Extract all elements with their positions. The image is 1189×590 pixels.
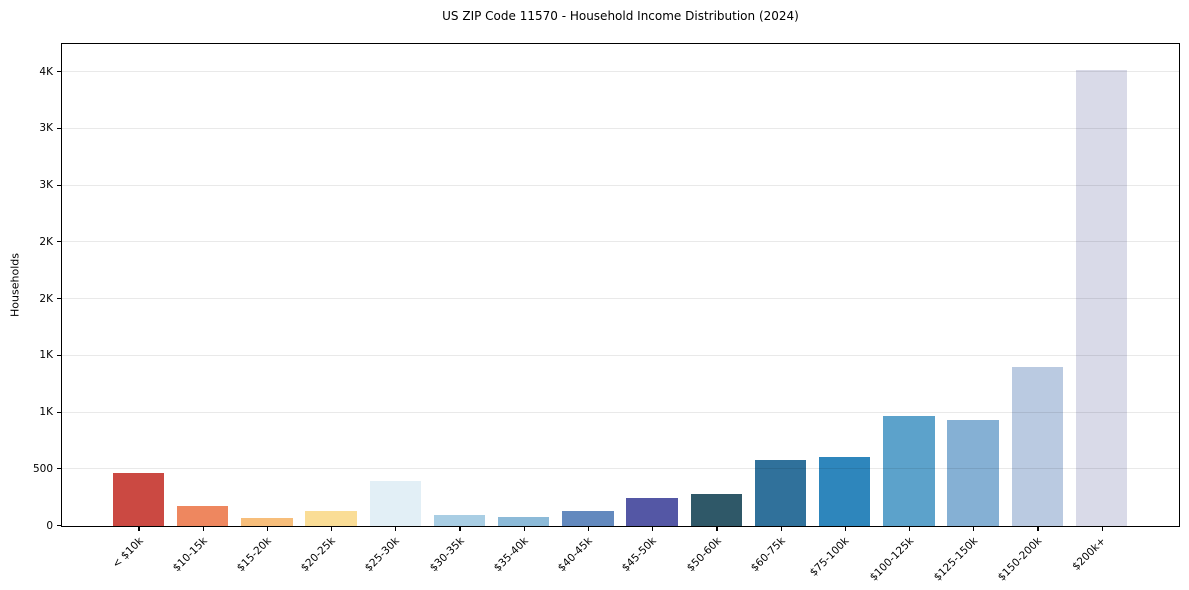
y-tick-mark	[56, 71, 61, 73]
bar--15-20k	[241, 518, 293, 526]
y-tick-mark	[56, 354, 61, 356]
y-tick-mark	[56, 127, 61, 129]
bar--100-125k	[883, 415, 935, 526]
x-tick-label: $20-25k	[298, 535, 339, 575]
y-tick-mark	[56, 468, 61, 470]
gridline-2000	[62, 298, 1179, 299]
bar--40-45k	[562, 511, 614, 526]
x-tick-mark	[331, 527, 333, 531]
bar--10-15k	[176, 506, 229, 526]
y-tick-label: 4K	[39, 65, 53, 78]
x-tick-label: $125-150k	[931, 535, 981, 584]
bar--20-25k	[305, 510, 357, 526]
y-tick-label: 0	[46, 519, 53, 532]
y-tick-label: 1K	[39, 406, 53, 418]
x-tick-mark	[1037, 527, 1039, 531]
x-tick-label: $150-200k	[995, 535, 1045, 584]
x-tick-label: $200k+	[1070, 535, 1109, 573]
x-tick-label: < $10k	[109, 535, 146, 571]
bar--25-30k	[369, 480, 421, 526]
y-axis-label: Households	[8, 253, 22, 317]
bar--60-75k	[754, 459, 807, 526]
x-tick-label: $30-35k	[427, 535, 467, 575]
y-tick-label: 500	[32, 462, 53, 475]
x-tick-label: $25-30k	[363, 535, 403, 575]
x-tick-label: $75-100k	[807, 535, 852, 579]
y-tick-label: 3K	[39, 179, 53, 191]
x-tick-mark	[587, 527, 590, 531]
y-tick-label: 1K	[39, 349, 53, 362]
x-tick-mark	[459, 527, 461, 531]
x-tick-mark	[652, 527, 654, 531]
chart-title: US ZIP Code 11570 - Household Income Dis…	[442, 9, 799, 23]
x-tick-mark	[1101, 527, 1103, 531]
gridline-4000	[62, 71, 1179, 72]
y-tick-label: 2K	[39, 235, 53, 248]
bar--10k	[112, 473, 165, 526]
x-tick-mark	[844, 527, 846, 531]
y-tick-mark	[56, 525, 61, 527]
y-tick-label: 2K	[39, 292, 53, 305]
x-tick-mark	[908, 527, 911, 531]
bar--75-100k	[819, 457, 871, 526]
y-tick-label: 3K	[39, 122, 53, 135]
x-tick-mark	[395, 527, 397, 531]
bar--200k+	[1075, 69, 1128, 526]
x-tick-label: $35-40k	[491, 535, 531, 575]
x-tick-mark	[266, 527, 269, 531]
gridline-1500	[62, 354, 1179, 356]
x-tick-label: $15-20k	[234, 535, 274, 575]
plot-area	[61, 43, 1180, 527]
gridline-2500	[62, 241, 1179, 243]
y-tick-mark	[56, 411, 61, 413]
x-tick-label: $100-125k	[867, 535, 916, 584]
bar--30-35k	[433, 515, 486, 526]
x-tick-mark	[780, 527, 782, 531]
y-tick-mark	[56, 298, 61, 300]
bar--45-50k	[626, 497, 678, 526]
gridline-3000	[62, 184, 1179, 186]
x-tick-label: $50-60k	[684, 535, 724, 575]
bar--150-200k	[1011, 367, 1064, 526]
y-tick-mark	[56, 184, 61, 186]
x-tick-label: $45-50k	[619, 535, 660, 575]
x-tick-label: $10-15k	[170, 535, 210, 575]
x-tick-mark	[202, 527, 204, 531]
x-tick-mark	[716, 527, 718, 531]
bar--35-40k	[497, 516, 550, 526]
x-tick-label: $60-75k	[748, 535, 788, 575]
bar--50-60k	[690, 494, 742, 526]
x-tick-mark	[523, 527, 525, 531]
gridline-3500	[62, 127, 1179, 129]
x-tick-label: $40-45k	[555, 535, 595, 575]
x-tick-mark	[973, 527, 975, 531]
bar--125-150k	[947, 419, 999, 526]
x-tick-mark	[138, 527, 140, 531]
y-tick-mark	[56, 241, 61, 243]
